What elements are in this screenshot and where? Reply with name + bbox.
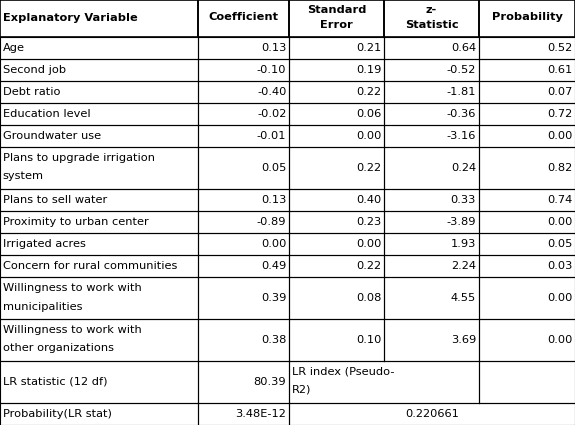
- Text: Concern for rural communities: Concern for rural communities: [3, 261, 177, 272]
- Text: 2.24: 2.24: [451, 261, 476, 272]
- Text: 0.52: 0.52: [547, 42, 572, 53]
- Text: 0.06: 0.06: [356, 109, 381, 119]
- Text: 0.82: 0.82: [547, 163, 572, 173]
- Text: 0.03: 0.03: [547, 261, 572, 272]
- Text: -1.81: -1.81: [447, 87, 476, 97]
- Text: Coefficient: Coefficient: [209, 12, 279, 22]
- Text: -0.40: -0.40: [257, 87, 286, 97]
- Text: 0.05: 0.05: [547, 239, 572, 249]
- Text: Irrigated acres: Irrigated acres: [3, 239, 86, 249]
- Text: 0.07: 0.07: [547, 87, 572, 97]
- Text: 0.74: 0.74: [547, 195, 572, 205]
- Text: -0.02: -0.02: [257, 109, 286, 119]
- Text: Plans to upgrade irrigation: Plans to upgrade irrigation: [3, 153, 155, 163]
- Text: -3.89: -3.89: [447, 217, 476, 227]
- Text: 0.72: 0.72: [547, 109, 572, 119]
- Text: -0.10: -0.10: [257, 65, 286, 75]
- Text: 0.00: 0.00: [356, 239, 381, 249]
- Text: 0.13: 0.13: [261, 195, 286, 205]
- Text: 0.49: 0.49: [261, 261, 286, 272]
- Text: Debt ratio: Debt ratio: [3, 87, 60, 97]
- Text: system: system: [3, 171, 44, 181]
- Text: 0.33: 0.33: [451, 195, 476, 205]
- Text: 0.00: 0.00: [356, 131, 381, 141]
- Text: 0.00: 0.00: [547, 131, 572, 141]
- Text: -0.01: -0.01: [257, 131, 286, 141]
- Text: Willingness to work with: Willingness to work with: [3, 325, 141, 335]
- Text: 0.00: 0.00: [261, 239, 286, 249]
- Text: -3.16: -3.16: [447, 131, 476, 141]
- Text: Proximity to urban center: Proximity to urban center: [3, 217, 148, 227]
- Text: 0.22: 0.22: [356, 261, 381, 272]
- Text: 0.220661: 0.220661: [405, 409, 459, 419]
- Text: Groundwater use: Groundwater use: [3, 131, 101, 141]
- Text: 0.05: 0.05: [261, 163, 286, 173]
- Text: 0.22: 0.22: [356, 163, 381, 173]
- Text: z-: z-: [426, 5, 437, 14]
- Text: Explanatory Variable: Explanatory Variable: [3, 13, 137, 23]
- Text: 0.13: 0.13: [261, 42, 286, 53]
- Text: Error: Error: [320, 20, 353, 31]
- Text: -0.89: -0.89: [257, 217, 286, 227]
- Text: 1.93: 1.93: [451, 239, 476, 249]
- Text: Education level: Education level: [3, 109, 90, 119]
- Text: 0.64: 0.64: [451, 42, 476, 53]
- Text: 0.23: 0.23: [356, 217, 381, 227]
- Text: Plans to sell water: Plans to sell water: [3, 195, 107, 205]
- Text: 0.22: 0.22: [356, 87, 381, 97]
- Text: 0.38: 0.38: [261, 335, 286, 345]
- Text: -0.36: -0.36: [447, 109, 476, 119]
- Text: 0.00: 0.00: [547, 217, 572, 227]
- Text: -0.52: -0.52: [447, 65, 476, 75]
- Text: 3.69: 3.69: [451, 335, 476, 345]
- Text: 4.55: 4.55: [451, 293, 476, 303]
- Text: 0.08: 0.08: [356, 293, 381, 303]
- Text: Statistic: Statistic: [405, 20, 458, 31]
- Text: Willingness to work with: Willingness to work with: [3, 283, 141, 293]
- Text: Probability(LR stat): Probability(LR stat): [3, 409, 112, 419]
- Text: R2): R2): [292, 385, 312, 395]
- Text: 80.39: 80.39: [254, 377, 286, 387]
- Text: LR statistic (12 df): LR statistic (12 df): [3, 377, 108, 387]
- Text: Probability: Probability: [492, 12, 562, 22]
- Text: Second job: Second job: [3, 65, 66, 75]
- Text: Standard: Standard: [307, 5, 366, 14]
- Text: 0.00: 0.00: [547, 335, 572, 345]
- Text: 0.00: 0.00: [547, 293, 572, 303]
- Text: 0.39: 0.39: [261, 293, 286, 303]
- Text: 3.48E-12: 3.48E-12: [236, 409, 286, 419]
- Text: municipalities: municipalities: [3, 301, 82, 312]
- Text: other organizations: other organizations: [3, 343, 114, 353]
- Text: Age: Age: [3, 42, 25, 53]
- Text: LR index (Pseudo-: LR index (Pseudo-: [292, 367, 394, 377]
- Text: 0.24: 0.24: [451, 163, 476, 173]
- Text: 0.10: 0.10: [356, 335, 381, 345]
- Text: 0.19: 0.19: [356, 65, 381, 75]
- Text: 0.21: 0.21: [356, 42, 381, 53]
- Text: 0.61: 0.61: [547, 65, 572, 75]
- Text: 0.40: 0.40: [356, 195, 381, 205]
